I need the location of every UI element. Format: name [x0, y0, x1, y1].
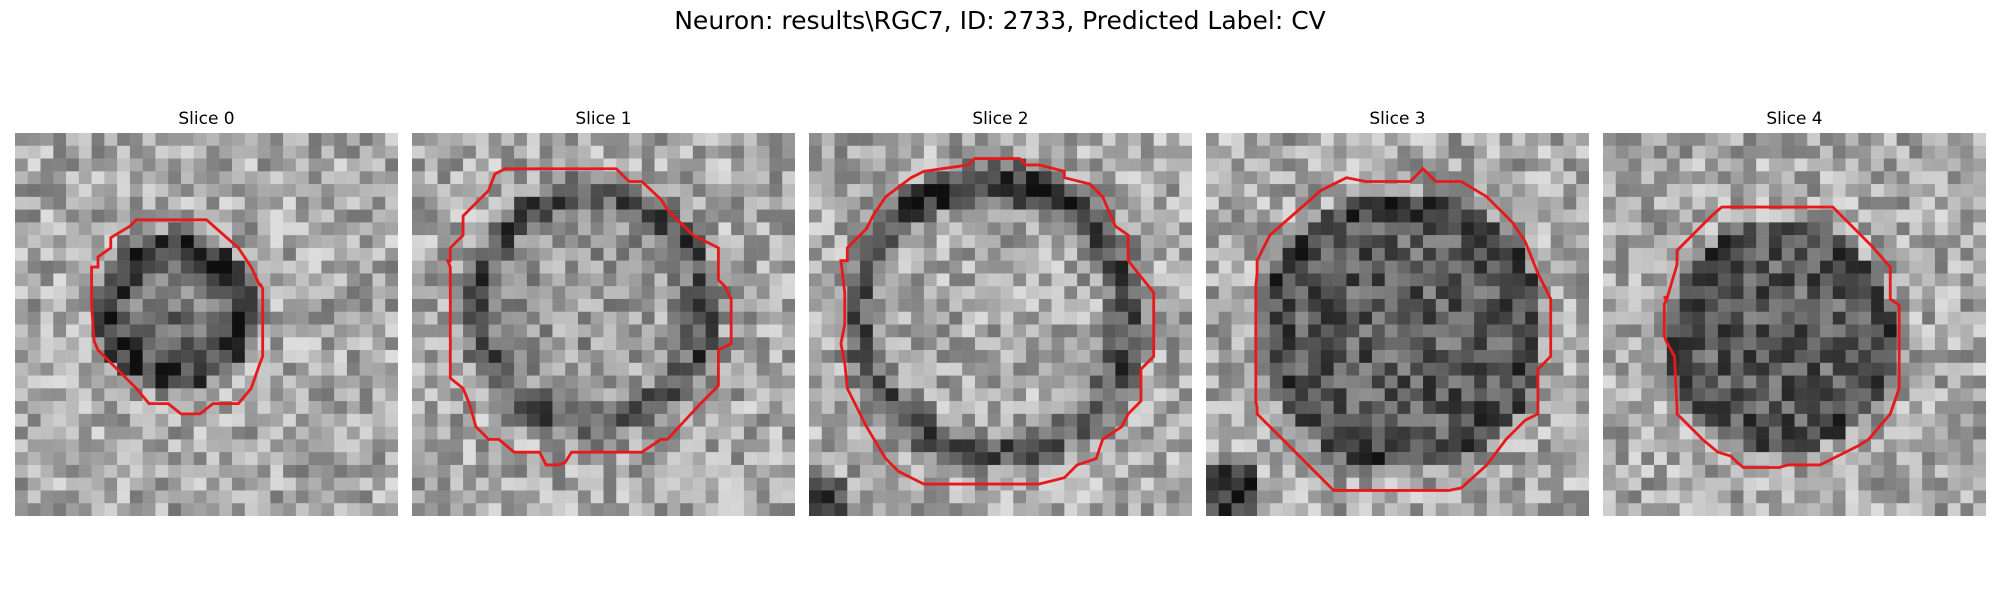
slice-pixels: [1206, 133, 1589, 516]
cell-contour: [1662, 205, 1901, 469]
figure-title: Neuron: results\RGC7, ID: 2733, Predicte…: [674, 6, 1326, 35]
slice-pixels: [1603, 133, 1986, 516]
slice-image-3: [1206, 133, 1589, 516]
slice-pixels: [809, 133, 1192, 516]
slice-title-0: Slice 0: [178, 109, 235, 129]
slice-title-3: Slice 3: [1369, 109, 1426, 129]
slice-image-0: [15, 133, 398, 516]
slice-image-4: [1603, 133, 1986, 516]
slice-image-1: [412, 133, 795, 516]
cell-contour: [839, 157, 1156, 486]
slice-pixels: [412, 133, 795, 516]
slice-pixels: [15, 133, 398, 516]
slice-image-2: [809, 133, 1192, 516]
cell-contour: [1254, 166, 1553, 492]
cell-contour: [445, 167, 733, 467]
slice-title-2: Slice 2: [972, 109, 1029, 129]
slice-title-1: Slice 1: [575, 109, 632, 129]
slice-title-4: Slice 4: [1766, 109, 1823, 129]
cell-contour: [90, 218, 265, 416]
